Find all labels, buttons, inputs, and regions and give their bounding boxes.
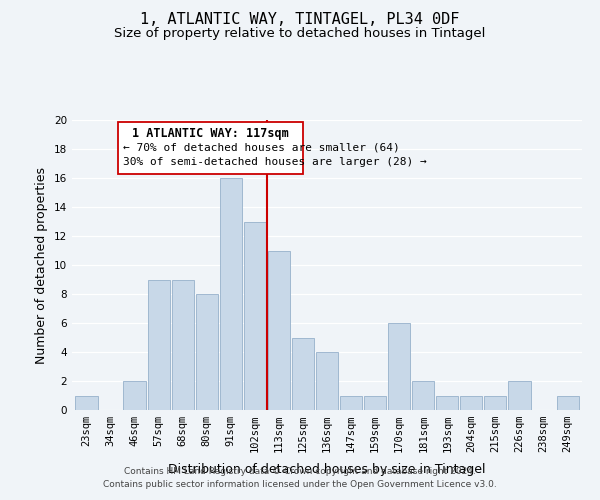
Bar <box>508 381 530 410</box>
Bar <box>76 396 98 410</box>
Bar <box>172 280 194 410</box>
Text: ← 70% of detached houses are smaller (64): ← 70% of detached houses are smaller (64… <box>122 142 399 152</box>
Bar <box>484 396 506 410</box>
Bar <box>220 178 242 410</box>
Bar <box>436 396 458 410</box>
Y-axis label: Number of detached properties: Number of detached properties <box>35 166 49 364</box>
X-axis label: Distribution of detached houses by size in Tintagel: Distribution of detached houses by size … <box>168 464 486 476</box>
Bar <box>460 396 482 410</box>
Bar <box>244 222 266 410</box>
Text: Contains HM Land Registry data © Crown copyright and database right 2024.: Contains HM Land Registry data © Crown c… <box>124 467 476 476</box>
Bar <box>388 323 410 410</box>
Text: Contains public sector information licensed under the Open Government Licence v3: Contains public sector information licen… <box>103 480 497 489</box>
Text: 1 ATLANTIC WAY: 117sqm: 1 ATLANTIC WAY: 117sqm <box>132 128 289 140</box>
Bar <box>148 280 170 410</box>
Bar <box>268 250 290 410</box>
Bar <box>124 381 146 410</box>
Bar <box>340 396 362 410</box>
Bar <box>292 338 314 410</box>
Bar <box>557 396 578 410</box>
Text: Size of property relative to detached houses in Tintagel: Size of property relative to detached ho… <box>115 28 485 40</box>
Text: 1, ATLANTIC WAY, TINTAGEL, PL34 0DF: 1, ATLANTIC WAY, TINTAGEL, PL34 0DF <box>140 12 460 28</box>
Bar <box>196 294 218 410</box>
FancyBboxPatch shape <box>118 122 303 174</box>
Bar <box>364 396 386 410</box>
Text: 30% of semi-detached houses are larger (28) →: 30% of semi-detached houses are larger (… <box>122 157 426 167</box>
Bar <box>412 381 434 410</box>
Bar <box>316 352 338 410</box>
